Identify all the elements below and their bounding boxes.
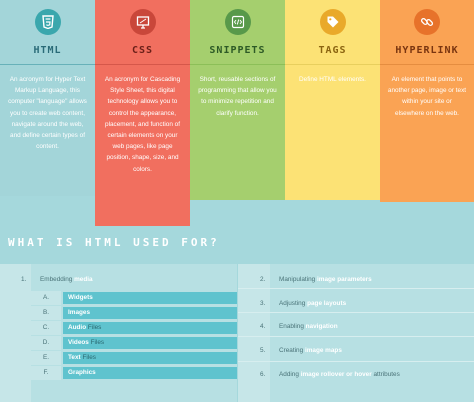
- list-item-text: Adding image rollover or hover attribute…: [279, 371, 400, 378]
- column-divider: [380, 64, 474, 65]
- highlight: Graphics: [68, 369, 96, 376]
- column-divider: [190, 64, 285, 65]
- list-item-text: Manipulating image parameters: [279, 276, 372, 283]
- section-title: WHAT IS HTML USED FOR?: [8, 236, 220, 249]
- sub-item-letter: A.: [31, 291, 61, 305]
- list-divider: [238, 361, 474, 362]
- uses-list: 1. Embedding media A. Widgets B. Images …: [0, 264, 474, 402]
- highlight: image parameters: [317, 276, 372, 283]
- highlight: page layouts: [307, 300, 347, 307]
- list-item-number: 3.: [260, 300, 266, 307]
- column-divider: [285, 64, 380, 65]
- highlight: media: [74, 276, 93, 283]
- sub-item-letter: C.: [31, 321, 61, 335]
- sub-item: E. Text Files: [31, 351, 237, 365]
- column-description: An element that points to another page, …: [387, 76, 467, 117]
- column-html: HTML An acronym for Hyper Text Markup La…: [0, 0, 95, 196]
- highlight: Videos: [68, 339, 89, 346]
- column-title: CSS: [131, 45, 154, 56]
- sub-item-letter: F.: [31, 366, 61, 380]
- sub-item: A. Widgets: [31, 291, 237, 305]
- column-description: Short, reusable sections of programming …: [198, 76, 277, 117]
- list-divider: [238, 336, 474, 337]
- sub-item: B. Images: [31, 306, 237, 320]
- sub-item-letter: D.: [31, 336, 61, 350]
- link-chain-icon: [414, 9, 440, 35]
- list-item-text: Embedding media: [40, 276, 93, 283]
- sub-item-letter: E.: [31, 351, 61, 365]
- css-monitor-icon: [129, 9, 156, 35]
- column-description: An acronym for Hyper Text Markup Languag…: [8, 76, 87, 151]
- sub-item-box: Images: [63, 307, 237, 319]
- highlight: image rollover or hover: [300, 371, 372, 378]
- column-divider: [0, 64, 95, 65]
- highlight: navigation: [305, 323, 338, 330]
- sub-item-box: Videos Files: [63, 337, 237, 349]
- list-divider: [238, 312, 474, 313]
- column-description: Define HTML elements.: [299, 76, 366, 83]
- column-description: An acronym for Cascading Style Sheet, th…: [104, 76, 181, 173]
- column-divider: [95, 64, 190, 65]
- sub-item: C. Audio Files: [31, 321, 237, 335]
- definition-columns: HTML An acronym for Hyper Text Markup La…: [0, 0, 474, 226]
- highlight: Text: [68, 354, 81, 361]
- code-icon: [224, 9, 251, 35]
- list-divider: [238, 288, 474, 289]
- column-title: TAGS: [318, 45, 347, 56]
- sub-item: D. Videos Files: [31, 336, 237, 350]
- column-hyperlink: HYPERLINK An element that points to anot…: [380, 0, 474, 202]
- column-title: HTML: [33, 45, 62, 56]
- column-css: CSS An acronym for Cascading Style Sheet…: [95, 0, 190, 226]
- highlight: Images: [68, 309, 91, 316]
- list-item-number: 4.: [260, 323, 266, 330]
- sub-item-letter: B.: [31, 306, 61, 320]
- list-item-text: Creating image maps: [279, 347, 342, 354]
- sub-item: F. Graphics: [31, 366, 237, 380]
- column-snippets: SNIPPETS Short, reusable sections of pro…: [190, 0, 285, 200]
- tag-icon: [319, 9, 346, 35]
- sub-item-box: Graphics: [63, 367, 237, 379]
- list-item-text: Adjusting page layouts: [279, 300, 347, 307]
- list-item-text: Enabling navigation: [279, 323, 338, 330]
- highlight: Audio: [68, 324, 87, 331]
- column-tags: TAGS Define HTML elements.: [285, 0, 380, 200]
- sub-item-box: Audio Files: [63, 322, 237, 334]
- list-item-number: 5.: [260, 347, 266, 354]
- column-title: HYPERLINK: [395, 45, 459, 56]
- list-item-number: 6.: [260, 371, 266, 378]
- sub-item-box: Widgets: [63, 292, 237, 304]
- list-item-number: 2.: [260, 276, 266, 283]
- highlight: Widgets: [68, 294, 93, 301]
- html5-icon: [34, 9, 61, 35]
- sub-item-box: Text Files: [63, 352, 237, 364]
- list-item-number: 1.: [21, 276, 27, 283]
- highlight: image maps: [304, 347, 342, 354]
- column-title: SNIPPETS: [209, 45, 266, 56]
